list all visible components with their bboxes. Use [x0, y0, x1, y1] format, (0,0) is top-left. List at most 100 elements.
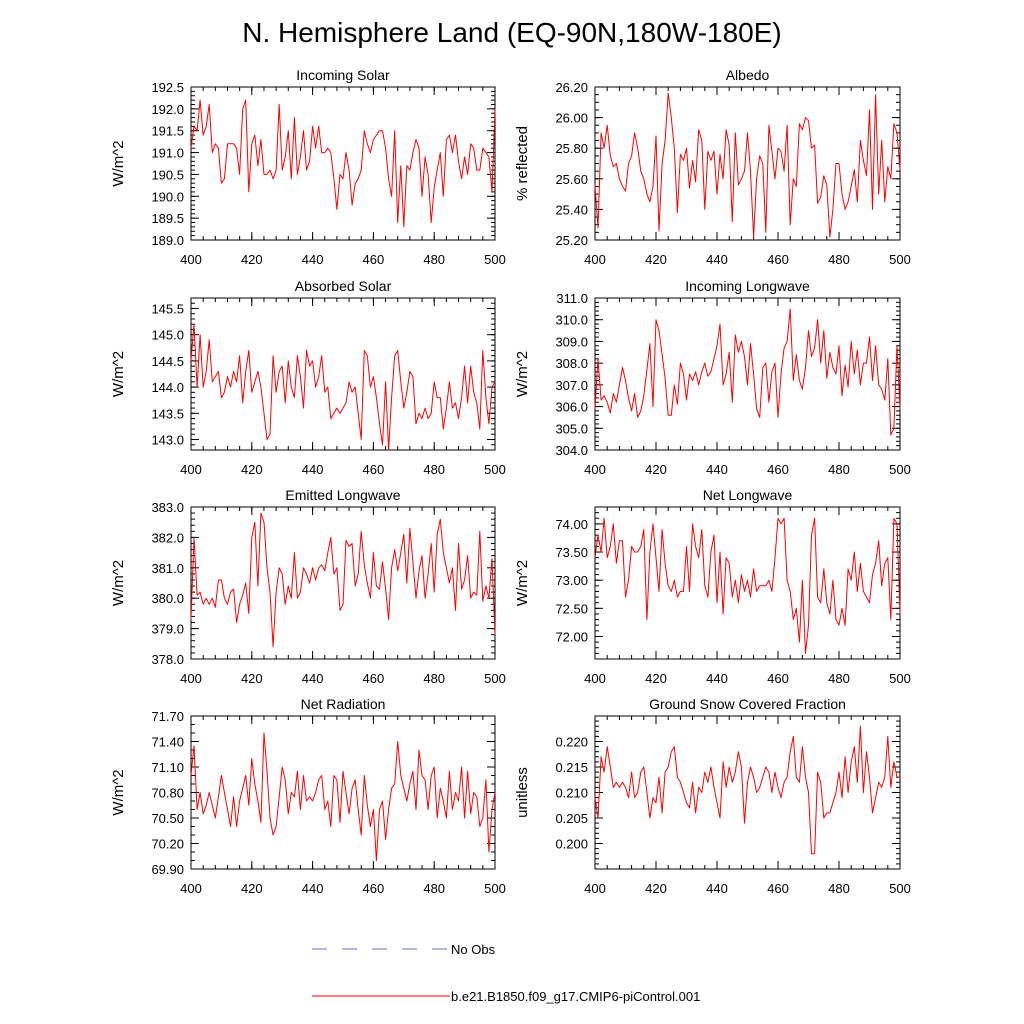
y-axis-label: W/m^2	[110, 140, 127, 186]
x-tick-label: 440	[302, 462, 324, 477]
y-tick-label: 70.50	[151, 811, 184, 826]
y-tick-label: 74.00	[555, 517, 588, 532]
x-tick-label: 460	[363, 881, 385, 896]
y-tick-label: 26.20	[555, 80, 588, 95]
y-tick-label: 71.40	[151, 735, 184, 750]
x-tick-label: 500	[484, 671, 506, 686]
x-tick-label: 400	[584, 462, 606, 477]
x-tick-label: 480	[828, 881, 850, 896]
panel-2: Albedo % reflected 400 420 440 460 480 500 25.20…	[514, 67, 911, 267]
x-tick-label: 500	[889, 671, 911, 686]
legend-label: b.e21.B1850.f09_g17.CMIP6-piControl.001	[451, 989, 700, 1004]
x-tick-label: 460	[363, 252, 385, 267]
x-tick-label: 440	[706, 462, 728, 477]
x-tick-label: 500	[889, 881, 911, 896]
y-tick-label: 308.0	[555, 356, 588, 371]
x-tick-label: 480	[423, 671, 445, 686]
plot-frame	[594, 506, 901, 660]
panel-7: Net Radiation W/m^2 400 420 440 460 480 500 69.9…	[110, 696, 506, 896]
y-tick-label: 189.0	[151, 233, 184, 248]
y-tick-label: 144.5	[151, 354, 184, 369]
y-tick-label: 71.10	[151, 760, 184, 775]
x-tick-label: 400	[584, 671, 606, 686]
legend-item-2: b.e21.B1850.f09_g17.CMIP6-piControl.001	[312, 989, 700, 1004]
panel-1: Incoming Solar W/m^2 400 420 440 460 480 500 189…	[110, 67, 506, 267]
x-tick-label: 420	[241, 462, 263, 477]
y-tick-label: 25.80	[555, 141, 588, 156]
y-tick-label: 72.00	[555, 629, 588, 644]
x-tick-label: 400	[584, 252, 606, 267]
y-tick-label: 309.0	[555, 334, 588, 349]
x-tick-label: 420	[645, 252, 667, 267]
y-tick-label: 192.0	[151, 102, 184, 117]
x-tick-label: 420	[645, 671, 667, 686]
legend-item-1: No Obs	[312, 942, 496, 957]
y-tick-label: 69.90	[151, 862, 184, 877]
y-tick-label: 143.0	[151, 433, 184, 448]
x-tick-label: 440	[706, 252, 728, 267]
y-tick-label: 73.00	[555, 573, 588, 588]
panel-title: Absorbed Solar	[295, 278, 392, 294]
x-tick-label: 440	[302, 671, 324, 686]
panel-title: Ground Snow Covered Fraction	[649, 696, 846, 712]
x-tick-label: 480	[423, 881, 445, 896]
y-tick-label: 70.20	[151, 837, 184, 852]
x-tick-label: 500	[484, 462, 506, 477]
panel-5: Emitted Longwave W/m^2 400 420 440 460 480 500 3…	[110, 487, 506, 686]
x-tick-label: 480	[423, 252, 445, 267]
panel-title: Incoming Longwave	[685, 278, 810, 294]
x-tick-label: 420	[241, 252, 263, 267]
plot-frame	[594, 297, 901, 451]
x-tick-label: 400	[180, 671, 202, 686]
panel-3: Absorbed Solar W/m^2 400 420 440 460 480 500 143…	[110, 278, 506, 477]
x-tick-label: 460	[767, 671, 789, 686]
x-tick-label: 480	[828, 671, 850, 686]
y-tick-label: 145.0	[151, 328, 184, 343]
x-tick-label: 500	[889, 252, 911, 267]
series-line	[190, 512, 496, 648]
plot-frame	[190, 506, 496, 660]
x-tick-label: 400	[584, 881, 606, 896]
x-tick-label: 500	[484, 252, 506, 267]
x-tick-label: 400	[180, 252, 202, 267]
x-tick-label: 420	[645, 881, 667, 896]
x-tick-label: 460	[767, 252, 789, 267]
x-tick-label: 400	[180, 881, 202, 896]
series-line	[594, 725, 900, 855]
y-tick-label: 70.80	[151, 786, 184, 801]
series-line	[594, 308, 901, 436]
y-tick-label: 72.50	[555, 601, 588, 616]
x-tick-label: 440	[302, 252, 324, 267]
series-line	[190, 323, 496, 451]
x-tick-label: 460	[363, 671, 385, 686]
y-tick-label: 191.0	[151, 146, 184, 161]
x-tick-label: 480	[828, 462, 850, 477]
y-tick-label: 382.0	[151, 530, 184, 545]
x-tick-label: 460	[363, 462, 385, 477]
y-tick-label: 0.220	[555, 735, 588, 750]
x-tick-label: 500	[484, 881, 506, 896]
y-tick-label: 0.205	[555, 811, 588, 826]
y-axis-label: unitless	[514, 767, 531, 818]
plot-frame	[190, 86, 496, 241]
figure-title: N. Hemisphere Land (EQ-90N,180W-180E)	[242, 17, 782, 48]
y-axis-label: W/m^2	[110, 769, 127, 815]
panel-6: Net Longwave W/m^2 400 420 440 460 480 500 72.00…	[514, 487, 911, 686]
x-tick-label: 420	[241, 881, 263, 896]
y-tick-label: 305.0	[555, 421, 588, 436]
y-tick-label: 379.0	[151, 622, 184, 637]
series-line	[190, 732, 496, 861]
y-axis-label: W/m^2	[110, 560, 127, 606]
x-tick-label: 480	[423, 462, 445, 477]
y-tick-label: 73.50	[555, 545, 588, 560]
y-axis-label: W/m^2	[514, 351, 531, 397]
y-tick-label: 307.0	[555, 378, 588, 393]
y-tick-label: 190.5	[151, 167, 184, 182]
y-tick-label: 306.0	[555, 400, 588, 415]
y-tick-label: 192.5	[151, 80, 184, 95]
panel-title: Incoming Solar	[296, 67, 390, 83]
x-tick-label: 480	[828, 252, 850, 267]
y-tick-label: 380.0	[151, 591, 184, 606]
